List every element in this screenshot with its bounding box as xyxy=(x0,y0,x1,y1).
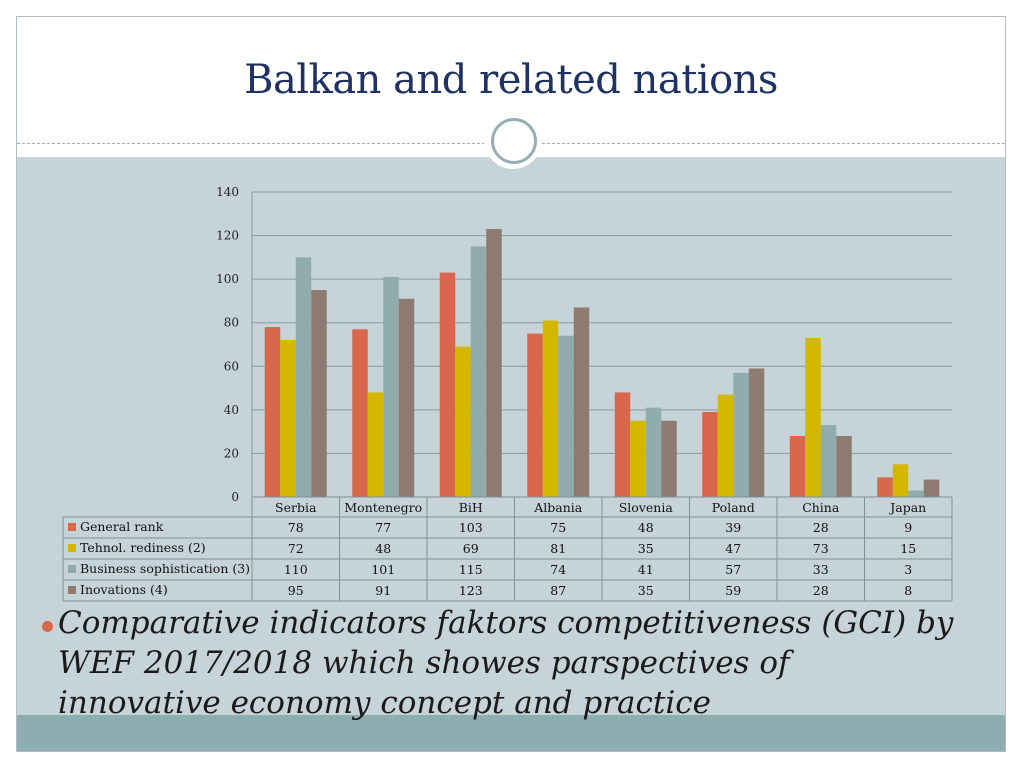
bar xyxy=(702,412,718,497)
bar xyxy=(542,320,559,497)
data-label: 110 xyxy=(284,562,308,577)
data-label: 103 xyxy=(459,520,483,535)
category-label: Japan xyxy=(888,500,926,515)
bar xyxy=(527,333,543,497)
data-label: 81 xyxy=(550,541,566,556)
bar xyxy=(923,479,940,497)
y-tick-label: 20 xyxy=(224,446,239,460)
data-label: 35 xyxy=(638,541,654,556)
bar xyxy=(630,420,646,497)
y-tick-label: 0 xyxy=(231,490,239,504)
bar xyxy=(836,436,852,497)
bar xyxy=(877,477,893,497)
data-label: 115 xyxy=(459,562,483,577)
legend-label: General rank xyxy=(80,519,164,534)
bar xyxy=(352,329,368,497)
data-label: 3 xyxy=(904,562,912,577)
category-label: Serbia xyxy=(275,500,317,515)
data-label: 35 xyxy=(638,583,654,598)
data-label: 47 xyxy=(725,541,741,556)
bar xyxy=(455,346,471,497)
data-label: 78 xyxy=(288,520,304,535)
bar xyxy=(486,229,502,498)
y-tick-label: 80 xyxy=(224,316,239,330)
bullet-text: Comparative indicators faktors competiti… xyxy=(58,605,954,721)
data-label: 8 xyxy=(904,583,912,598)
ornament-ring-icon xyxy=(491,118,537,164)
data-label: 59 xyxy=(725,583,741,598)
bar xyxy=(717,394,734,497)
data-label: 57 xyxy=(725,562,741,577)
data-label: 15 xyxy=(900,541,916,556)
data-label: 41 xyxy=(638,562,654,577)
data-label: 91 xyxy=(375,583,391,598)
legend-label: Inovations (4) xyxy=(80,582,168,597)
bar xyxy=(908,490,924,497)
bar xyxy=(748,368,765,497)
bar xyxy=(295,257,312,497)
bar xyxy=(439,272,456,497)
bar xyxy=(733,372,749,497)
bar xyxy=(573,307,590,497)
category-label: Slovenia xyxy=(619,500,674,515)
category-label: China xyxy=(802,500,840,515)
legend-swatch xyxy=(68,544,76,552)
data-label: 33 xyxy=(813,562,829,577)
data-label: 39 xyxy=(725,520,741,535)
data-label: 75 xyxy=(550,520,566,535)
legend-swatch xyxy=(68,586,76,594)
category-label: BiH xyxy=(459,500,483,515)
bar xyxy=(614,392,631,497)
y-tick-label: 100 xyxy=(216,272,239,286)
data-label: 72 xyxy=(288,541,304,556)
bar xyxy=(311,290,327,497)
data-label: 48 xyxy=(375,541,391,556)
data-label: 74 xyxy=(550,562,566,577)
bullet-icon xyxy=(42,621,53,632)
legend-swatch xyxy=(68,523,76,531)
y-tick-label: 40 xyxy=(224,403,239,417)
y-tick-label: 120 xyxy=(216,229,239,243)
legend-label: Business sophistication (3) xyxy=(80,561,250,576)
data-label: 87 xyxy=(550,583,566,598)
bar xyxy=(892,464,909,497)
data-label: 95 xyxy=(288,583,304,598)
bar xyxy=(264,327,281,497)
category-label: Poland xyxy=(712,500,755,515)
bar xyxy=(558,335,574,497)
y-tick-label: 60 xyxy=(224,359,239,373)
bar xyxy=(789,436,806,497)
legend-label: Tehnol. rediness (2) xyxy=(80,540,206,555)
data-label: 69 xyxy=(463,541,479,556)
category-label: Albania xyxy=(533,500,583,515)
data-label: 48 xyxy=(638,520,654,535)
data-label: 28 xyxy=(813,583,829,598)
data-label: 101 xyxy=(371,562,395,577)
bar xyxy=(805,337,821,497)
bottom-band xyxy=(17,715,1005,751)
bar xyxy=(367,392,384,497)
category-label: Montenegro xyxy=(344,500,422,515)
data-label: 73 xyxy=(813,541,829,556)
bar xyxy=(280,340,296,497)
bar xyxy=(470,246,487,497)
y-tick-label: 140 xyxy=(216,185,239,199)
data-label: 28 xyxy=(813,520,829,535)
legend-swatch xyxy=(68,565,76,573)
slide-title: Balkan and related nations xyxy=(244,57,778,103)
bar xyxy=(645,407,662,497)
bar xyxy=(820,425,837,497)
data-label: 9 xyxy=(904,520,912,535)
bar xyxy=(383,276,399,497)
bar xyxy=(661,420,677,497)
data-label: 123 xyxy=(459,583,483,598)
bar xyxy=(398,298,415,497)
data-label: 77 xyxy=(375,520,391,535)
